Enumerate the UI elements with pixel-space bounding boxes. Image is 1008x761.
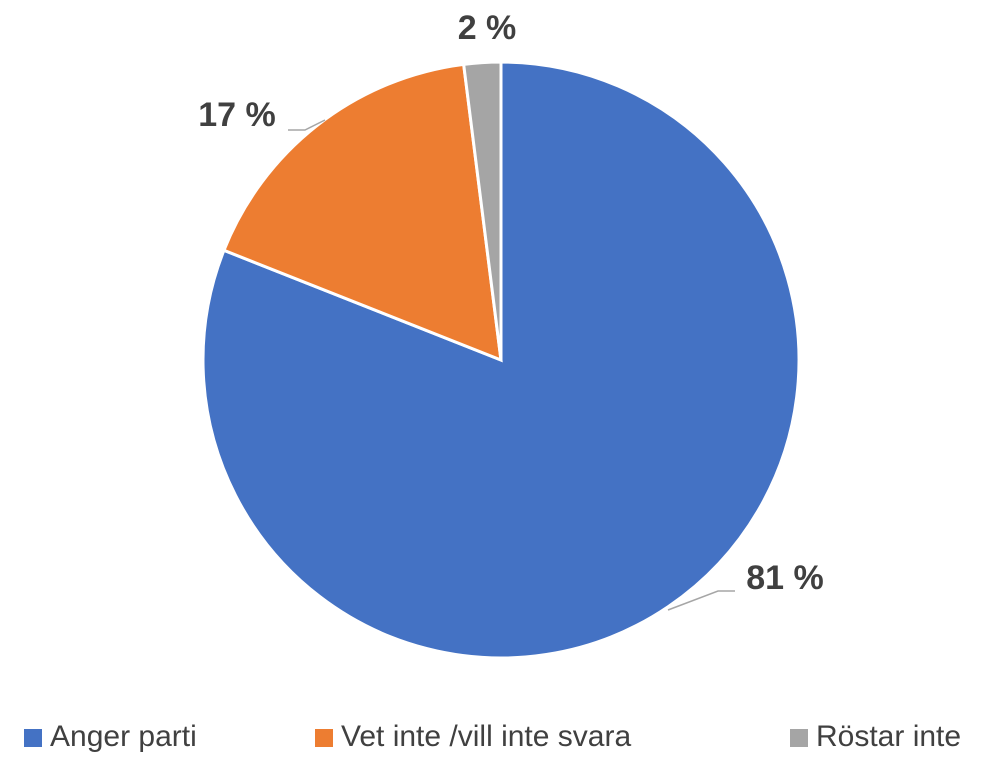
data-label: 17 %	[198, 96, 276, 134]
data-label: 2 %	[458, 9, 517, 47]
legend-label: Vet inte /vill inte svara	[341, 720, 631, 753]
legend-swatch	[790, 729, 808, 747]
pie-slice	[221, 62, 503, 363]
legend-label: Röstar inte	[816, 720, 961, 753]
legend-swatch	[315, 729, 333, 747]
data-label: 81 %	[746, 559, 824, 597]
legend-label: Anger parti	[50, 720, 197, 753]
leader-line	[288, 119, 326, 131]
leader-line	[667, 590, 735, 611]
pie-slice	[461, 60, 503, 361]
pie-slice	[201, 60, 801, 660]
legend-swatch	[24, 729, 42, 747]
